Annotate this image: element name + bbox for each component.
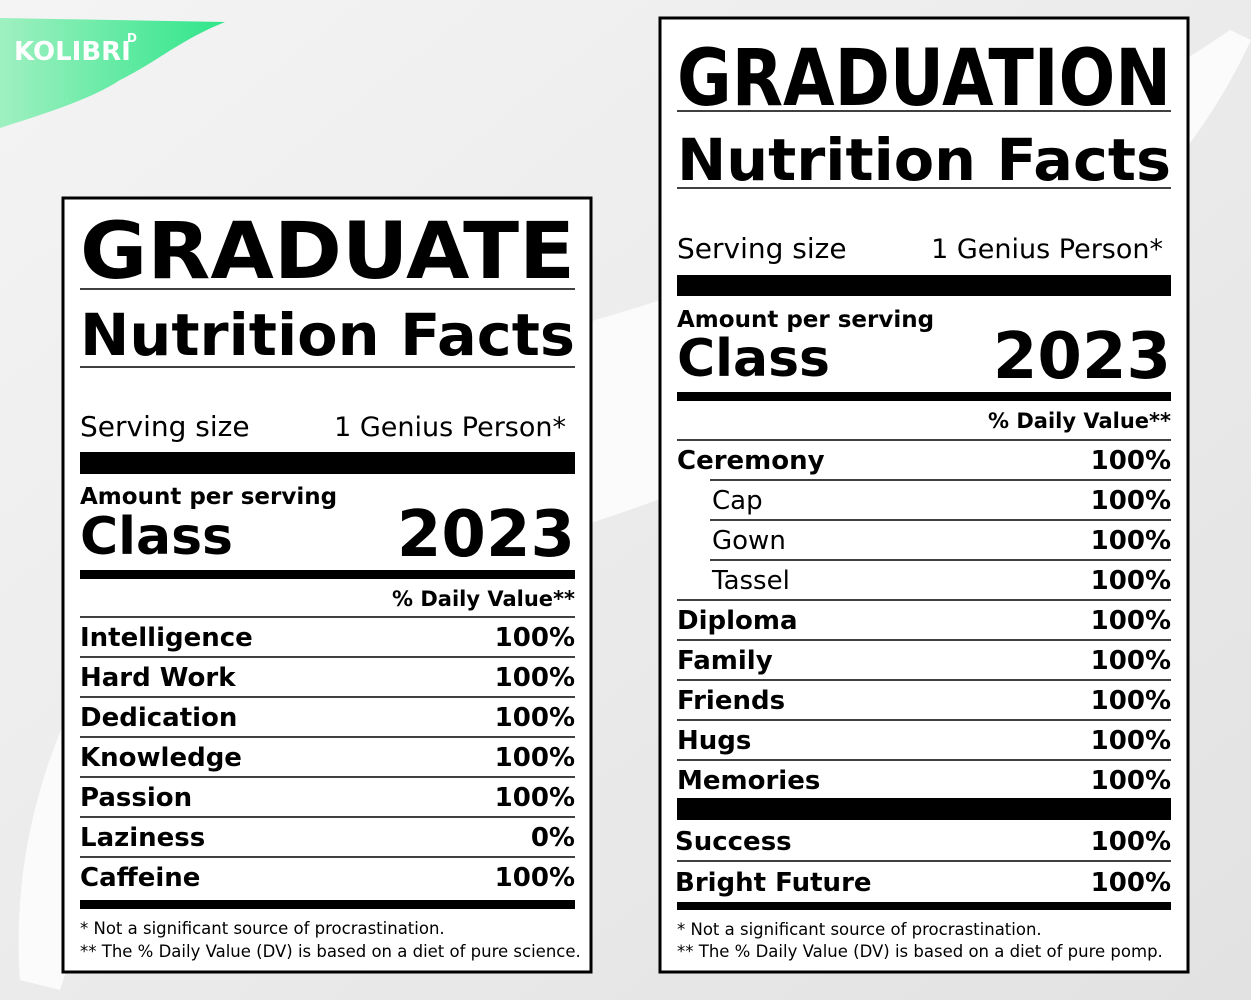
row-value: 100% xyxy=(1091,766,1171,796)
row-name: Knowledge xyxy=(80,743,242,773)
row-value: 100% xyxy=(1091,646,1171,676)
rule xyxy=(677,110,1171,112)
class-label: Class xyxy=(677,329,830,389)
rule xyxy=(80,656,575,658)
thick-bar xyxy=(677,275,1171,296)
row-name: Intelligence xyxy=(80,623,253,653)
row-value: 100% xyxy=(495,863,575,893)
rule xyxy=(677,679,1171,681)
rule xyxy=(80,816,575,818)
rule xyxy=(80,696,575,698)
row-name: Memories xyxy=(677,766,820,796)
row-name: Ceremony xyxy=(677,446,825,476)
thick-bar xyxy=(677,392,1171,401)
logo-shape xyxy=(0,18,225,128)
dv-header: % Daily Value** xyxy=(392,587,575,611)
row-name: Cap xyxy=(712,486,763,516)
row-name: Hugs xyxy=(677,726,751,756)
logo-mark: D xyxy=(127,31,137,45)
rule xyxy=(80,288,575,290)
row-value: 0% xyxy=(531,823,575,853)
rule xyxy=(80,776,575,778)
thick-bar xyxy=(80,570,575,579)
row-value: 100% xyxy=(1091,726,1171,756)
row-name: Caffeine xyxy=(80,863,200,893)
row-name: Dedication xyxy=(80,703,237,733)
row-value: 100% xyxy=(495,623,575,653)
rule xyxy=(80,736,575,738)
serving-value: 1 Genius Person* xyxy=(334,412,566,443)
class-value: 2023 xyxy=(993,320,1171,394)
label-title: GRADUATION xyxy=(677,34,1171,124)
footnote: ** The % Daily Value (DV) is based on a … xyxy=(80,942,581,961)
row-value: 100% xyxy=(495,783,575,813)
row-name: Laziness xyxy=(80,823,205,853)
rule xyxy=(677,759,1171,761)
label-subtitle: Nutrition Facts xyxy=(677,126,1171,194)
footnote: ** The % Daily Value (DV) is based on a … xyxy=(677,942,1163,961)
amount-label: Amount per serving xyxy=(677,307,934,333)
row-name: Bright Future xyxy=(675,868,872,898)
thick-bar xyxy=(80,900,575,909)
footnote: * Not a significant source of procrastin… xyxy=(80,919,445,938)
row-value: 100% xyxy=(495,703,575,733)
rule xyxy=(677,860,1171,862)
row-value: 100% xyxy=(1091,566,1171,596)
row-name: Gown xyxy=(712,526,786,556)
row-value: 100% xyxy=(1091,606,1171,636)
thick-bar xyxy=(677,798,1171,820)
rule xyxy=(677,639,1171,641)
row-value: 100% xyxy=(495,663,575,693)
serving-value: 1 Genius Person* xyxy=(931,234,1163,265)
rule xyxy=(80,616,575,618)
row-name: Tassel xyxy=(711,566,790,596)
row-name: Success xyxy=(675,827,792,857)
rule xyxy=(677,187,1171,189)
amount-label: Amount per serving xyxy=(80,484,337,510)
rule xyxy=(710,559,1171,561)
class-value: 2023 xyxy=(397,498,575,572)
rule xyxy=(677,439,1171,441)
rule xyxy=(80,366,575,368)
row-name: Friends xyxy=(677,686,785,716)
logo-text: KOLIBRI xyxy=(14,37,131,67)
row-name: Diploma xyxy=(677,606,798,636)
row-name: Family xyxy=(677,646,773,676)
row-name: Hard Work xyxy=(80,663,236,693)
serving-label: Serving size xyxy=(677,232,847,265)
footnote: * Not a significant source of procrastin… xyxy=(677,920,1042,939)
rule xyxy=(677,719,1171,721)
row-value: 100% xyxy=(1091,446,1171,476)
serving-label: Serving size xyxy=(80,410,250,443)
rule xyxy=(710,479,1171,481)
class-label: Class xyxy=(80,507,233,567)
dv-header: % Daily Value** xyxy=(988,409,1171,433)
thick-bar xyxy=(677,902,1171,910)
label-box xyxy=(61,196,593,974)
row-name: Passion xyxy=(80,783,192,813)
rule xyxy=(80,856,575,858)
rule xyxy=(677,599,1171,601)
row-value: 100% xyxy=(1091,827,1171,857)
row-value: 100% xyxy=(1091,526,1171,556)
label-title: GRADUATE xyxy=(80,207,575,297)
thick-bar xyxy=(80,452,575,474)
row-value: 100% xyxy=(1091,486,1171,516)
row-value: 100% xyxy=(1091,686,1171,716)
rule xyxy=(710,519,1171,521)
row-value: 100% xyxy=(1091,868,1171,898)
row-value: 100% xyxy=(495,743,575,773)
label-subtitle: Nutrition Facts xyxy=(80,301,575,369)
